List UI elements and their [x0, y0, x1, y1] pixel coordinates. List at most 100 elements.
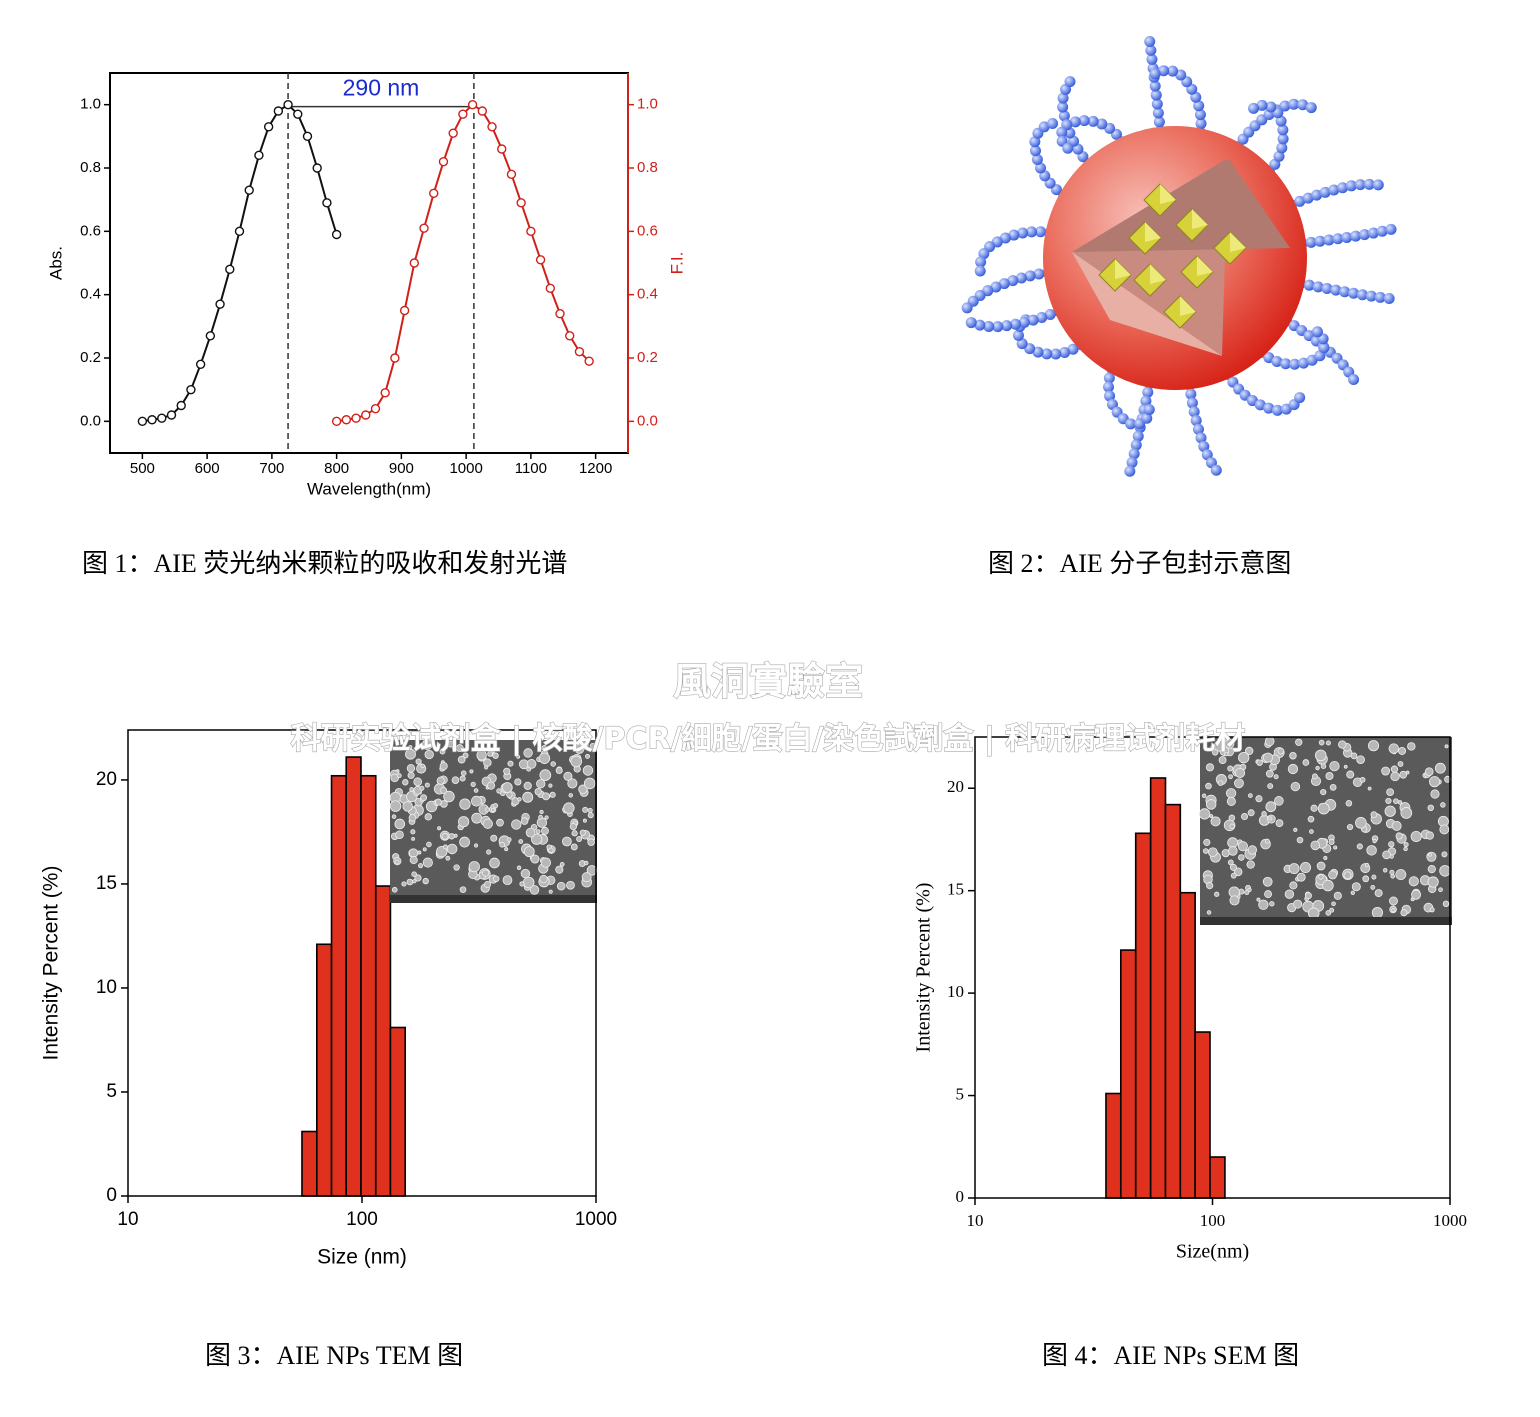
micrograph-particle [535, 829, 541, 835]
micrograph-particle [402, 801, 413, 812]
data-point [273, 106, 284, 116]
bead [1280, 358, 1292, 370]
micrograph-particle [522, 876, 535, 889]
micrograph-particle [1366, 845, 1377, 856]
bead [1372, 179, 1384, 191]
data-point [351, 413, 361, 423]
micrograph-particle [422, 847, 427, 852]
bead [1374, 291, 1386, 303]
micrograph-particle [1388, 743, 1399, 754]
crystal-face [1197, 256, 1213, 276]
data-point [448, 128, 458, 138]
micrograph-particle [442, 844, 448, 850]
x-tick-label: 100 [1200, 1211, 1226, 1230]
bead [974, 319, 986, 331]
bead [1263, 402, 1275, 414]
micrograph-particle [1256, 759, 1263, 766]
micrograph-particle [1269, 901, 1275, 907]
micrograph-particle [1202, 848, 1209, 854]
micrograph-particle [1390, 873, 1396, 879]
x-axis-title: Size(nm) [1176, 1241, 1249, 1263]
bead [1059, 346, 1071, 358]
micrograph-particle [455, 744, 464, 753]
micrograph-particle [1310, 840, 1321, 851]
micrograph-particle [486, 849, 492, 855]
micrograph-particle [1403, 846, 1408, 852]
bead [1190, 415, 1202, 427]
bead [1001, 320, 1013, 332]
caption: 图 3：AIE NPs TEM 图 [205, 1341, 463, 1370]
micrograph-particle [1356, 843, 1363, 850]
micrograph-particle [411, 836, 415, 841]
micrograph-particle [1264, 736, 1275, 747]
bead [1167, 65, 1179, 77]
bead [1294, 195, 1306, 207]
micrograph-particle [1304, 892, 1312, 900]
micrograph-particle [396, 773, 402, 779]
data-point [225, 264, 235, 275]
bead [1126, 457, 1138, 469]
x-tick-label: 10 [117, 1209, 138, 1230]
micrograph-particle [394, 818, 406, 830]
micrograph-particle [1429, 907, 1435, 913]
micrograph-particle [1206, 882, 1214, 890]
micrograph-particle [523, 781, 532, 790]
micrograph-particle [1262, 752, 1273, 763]
y-axis-title: Intensity Percent (%) [913, 883, 935, 1053]
micrograph-particle [1289, 881, 1298, 890]
x-tick-label: 1000 [449, 460, 482, 477]
micrograph-particle [1333, 891, 1342, 900]
data-point [157, 413, 167, 423]
micrograph-particle [555, 865, 564, 874]
micrograph-particle [1205, 799, 1217, 810]
micrograph-particle [1235, 767, 1246, 778]
caption: 图 4：AIE NPs SEM 图 [1042, 1341, 1299, 1370]
micrograph-particle [499, 841, 506, 848]
y-tick-label: 5 [106, 1081, 117, 1102]
micrograph-particle [1438, 887, 1443, 893]
micrograph-particle [1246, 860, 1255, 869]
bead [1345, 180, 1357, 192]
micrograph-particle [1424, 767, 1434, 777]
crystal-face [1160, 184, 1176, 204]
micrograph-particle [1225, 788, 1237, 799]
micrograph-bar [1200, 917, 1452, 925]
micrograph-particle [1441, 851, 1448, 858]
data-point [516, 198, 526, 208]
micrograph-particle [459, 886, 467, 893]
bead [1337, 182, 1349, 194]
micrograph-particle [549, 791, 556, 798]
micrograph-particle [1198, 808, 1211, 820]
x-tick-label: 100 [346, 1209, 378, 1230]
bead [1124, 465, 1136, 477]
data-point [186, 384, 196, 395]
bead [975, 256, 987, 268]
y-tick-label: 15 [947, 880, 964, 899]
micrograph-particle [1370, 885, 1376, 890]
data-point [545, 283, 555, 294]
data-point [195, 359, 206, 370]
bar [1105, 1092, 1122, 1199]
bead [1312, 281, 1324, 293]
micrograph-particle [410, 829, 416, 835]
micrograph-particle [413, 777, 423, 787]
micrograph-particle [1223, 751, 1229, 757]
micrograph-particle [1258, 899, 1269, 910]
micrograph-particle [473, 843, 479, 848]
micrograph-particle [1309, 829, 1314, 834]
y-tick-label: 0.6 [80, 222, 101, 239]
micrograph-particle [1382, 850, 1391, 860]
micrograph-particle [1370, 811, 1378, 819]
data-point [458, 109, 468, 119]
bead [1015, 272, 1027, 284]
micrograph-particle [1318, 874, 1324, 880]
micrograph-particle [409, 787, 414, 792]
micrograph-particle [1427, 876, 1439, 888]
micrograph-particle [1238, 752, 1250, 764]
data-point [438, 156, 449, 167]
bead [1311, 326, 1323, 338]
micrograph-particle [1325, 910, 1332, 916]
micrograph-particle [407, 771, 415, 779]
data-point [137, 416, 148, 427]
